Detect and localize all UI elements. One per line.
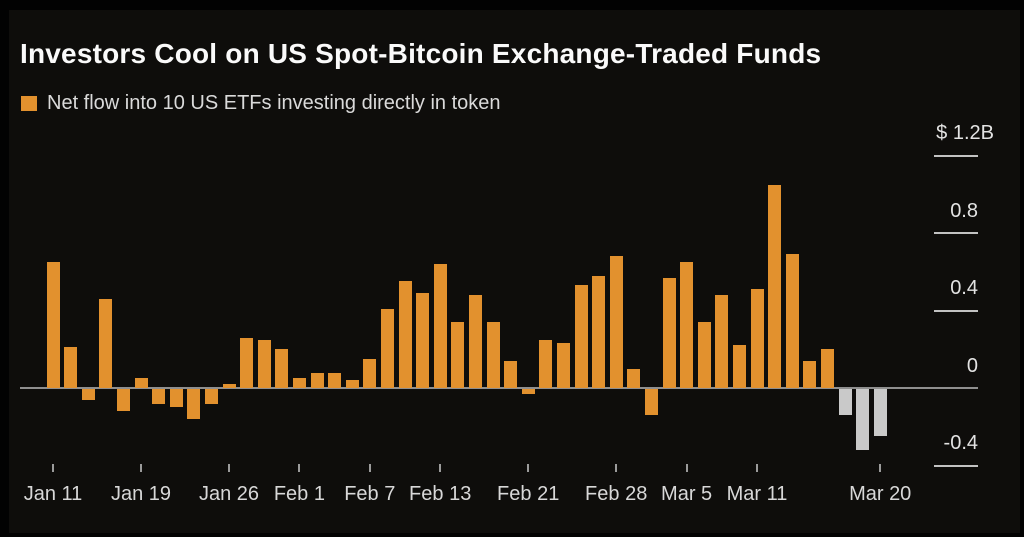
bar-feb-1 — [292, 378, 306, 388]
bar-mar-1 — [644, 389, 658, 416]
bar-feb-26 — [574, 285, 588, 388]
x-axis-label: Jan 26 — [198, 483, 260, 505]
legend-swatch-icon — [21, 96, 37, 111]
x-axis-label: Jan 19 — [110, 483, 172, 505]
bar-feb-15 — [468, 295, 482, 388]
x-axis-tick — [439, 464, 442, 472]
bar-jan-11 — [46, 262, 60, 388]
bar-jan-26 — [222, 384, 236, 388]
bar-feb-12 — [416, 293, 430, 388]
bar-mar-5 — [680, 262, 694, 388]
x-axis-label: Mar 20 — [849, 483, 912, 505]
bar-feb-6 — [345, 380, 359, 389]
x-axis-tick — [527, 464, 530, 472]
x-axis-label: Jan 11 — [23, 483, 83, 505]
x-axis-label: Feb 13 — [409, 483, 472, 505]
y-axis-label: 0.8 — [950, 199, 978, 222]
y-axis-label: 0 — [966, 354, 978, 377]
y-axis-tick-line — [934, 464, 978, 467]
bar-jan-22 — [152, 389, 166, 404]
bar-jan-23 — [169, 389, 183, 408]
bar-feb-13 — [433, 264, 447, 388]
bar-feb-9 — [398, 281, 412, 388]
y-axis-tick-line — [934, 309, 978, 312]
chart-card-background — [9, 10, 1020, 533]
bar-feb-7 — [363, 358, 377, 388]
y-axis-label: 0.4 — [950, 277, 978, 299]
bar-feb-29 — [627, 368, 641, 388]
x-axis-tick — [368, 464, 371, 472]
bar-jan-17 — [99, 298, 113, 388]
zero-axis-line — [20, 387, 978, 389]
y-axis-label: $ 1.2B — [936, 122, 994, 144]
x-axis-tick — [685, 464, 688, 472]
bar-mar-15 — [820, 349, 834, 389]
x-axis-label: Feb 21 — [497, 483, 560, 505]
bar-jan-30 — [257, 339, 271, 388]
x-axis-label: Feb 1 — [273, 483, 325, 505]
x-axis-tick — [879, 464, 882, 472]
y-axis-tick-line — [934, 232, 978, 234]
bar-jan-19 — [134, 378, 148, 388]
bar-mar-19 — [856, 389, 870, 450]
bar-feb-21 — [521, 389, 535, 394]
bar-mar-12 — [768, 184, 782, 388]
bar-mar-4 — [662, 277, 676, 388]
x-axis-label: Feb 28 — [585, 483, 648, 505]
bar-feb-16 — [486, 322, 500, 388]
chart-title: Investors Cool on US Spot-Bitcoin Exchan… — [20, 38, 822, 69]
chart-legend: Net flow into 10 US ETFs investing direc… — [21, 92, 501, 115]
x-axis-tick — [140, 464, 142, 472]
x-axis-tick — [52, 464, 54, 472]
bar-mar-8 — [732, 345, 746, 388]
bar-feb-28 — [609, 256, 623, 389]
x-axis-tick — [298, 464, 301, 472]
bar-jan-18 — [116, 389, 130, 412]
x-axis-tick — [615, 464, 618, 472]
bar-mar-20 — [873, 389, 887, 437]
bar-mar-11 — [750, 289, 764, 388]
x-axis-label: Mar 11 — [726, 483, 788, 505]
bar-feb-23 — [556, 343, 570, 388]
bar-feb-8 — [380, 308, 394, 388]
bar-jan-24 — [187, 389, 201, 419]
bar-feb-22 — [539, 339, 553, 388]
y-axis-label: -0.4 — [943, 432, 978, 454]
legend-label: Net flow into 10 US ETFs investing direc… — [47, 92, 501, 114]
x-axis-label: Mar 5 — [661, 483, 713, 505]
bar-feb-14 — [451, 322, 465, 388]
bar-feb-2 — [310, 372, 324, 388]
x-axis-tick — [756, 464, 758, 472]
bar-mar-14 — [803, 360, 817, 388]
bar-jan-25 — [204, 389, 218, 404]
bar-jan-12 — [64, 347, 78, 388]
y-axis-tick-line — [934, 154, 978, 157]
bar-feb-20 — [504, 360, 518, 388]
bar-mar-6 — [697, 322, 711, 388]
bar-mar-18 — [838, 389, 852, 416]
bar-jan-29 — [240, 337, 254, 388]
bar-feb-5 — [328, 372, 342, 388]
x-axis-label: Feb 7 — [344, 483, 396, 505]
bar-jan-16 — [81, 389, 95, 400]
x-axis-tick — [228, 464, 230, 472]
bar-mar-7 — [715, 295, 729, 388]
bar-jan-31 — [275, 349, 289, 389]
bar-feb-27 — [592, 275, 606, 388]
bar-mar-13 — [785, 254, 799, 388]
